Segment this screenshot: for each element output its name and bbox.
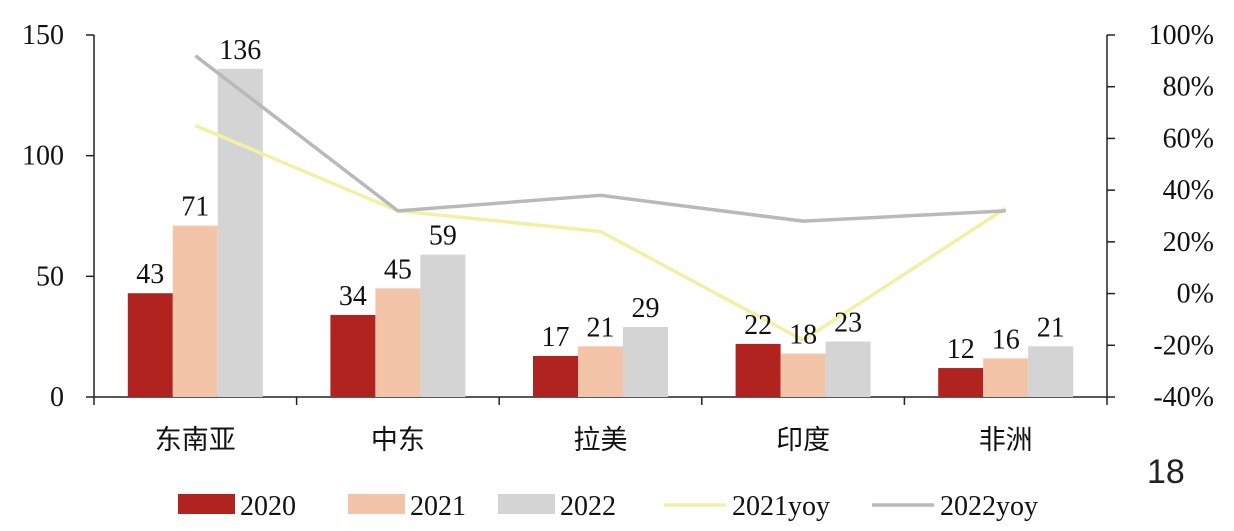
value-labels: 43 71 136 34 45 59 17 21 29 22 18 23 12 16 21 (136, 35, 1064, 365)
legend-swatch-2022 (498, 494, 555, 514)
left-tick-label: 0 (50, 382, 64, 413)
data-label: 18 (789, 320, 817, 351)
legend-swatch-2021 (348, 494, 405, 514)
bar-2022 (1028, 346, 1074, 397)
bar-2022 (420, 254, 466, 397)
line-2022yoy (194, 54, 1006, 223)
category-labels: 东南亚 中东 拉美 印度 非洲 (155, 425, 1033, 456)
right-axis-ticks: -40% -20% 0% 20% 40% 60% 80% 100% (1107, 20, 1214, 413)
plot-area: 0 50 100 150 -40% -20% 0% 20% 40% 60% 80% 100% 43 7… (22, 20, 1214, 456)
data-label: 45 (384, 254, 412, 285)
bars (127, 68, 1074, 397)
right-tick-label: 60% (1163, 123, 1214, 154)
right-tick-label: 20% (1163, 227, 1214, 258)
x-axis-ticks (93, 397, 1108, 405)
legend-label: 2021yoy (732, 491, 830, 522)
data-label: 23 (834, 307, 862, 338)
bar-2021 (172, 225, 218, 397)
data-label: 17 (542, 322, 570, 353)
bar-2020 (127, 293, 173, 397)
bar-2022 (217, 68, 263, 397)
bar-2020 (533, 355, 578, 397)
right-tick-label: -40% (1153, 382, 1214, 413)
data-label: 29 (632, 293, 660, 324)
data-label: 136 (219, 35, 261, 66)
legend-label: 2021 (410, 491, 466, 522)
legend-label: 2022 (560, 491, 616, 522)
legend-label: 2022yoy (940, 491, 1038, 522)
right-tick-label: 100% (1149, 20, 1214, 51)
data-label: 59 (429, 221, 457, 252)
bar-2020 (938, 368, 984, 397)
lines (194, 54, 1007, 342)
category-label: 中东 (371, 425, 425, 456)
data-label: 34 (339, 281, 367, 312)
category-label: 非洲 (979, 425, 1033, 456)
bar-2021 (780, 353, 826, 397)
data-label: 43 (136, 259, 164, 290)
right-tick-label: 0% (1177, 279, 1214, 310)
data-label: 71 (181, 192, 209, 223)
bar-2022 (623, 327, 668, 397)
right-tick-label: 40% (1163, 175, 1214, 206)
data-label: 22 (744, 310, 772, 341)
page-number: 18 (1147, 453, 1185, 491)
bar-2020 (330, 314, 376, 397)
left-tick-label: 150 (22, 20, 64, 51)
bar-2022 (825, 341, 871, 397)
bar-2021 (578, 346, 623, 397)
category-label: 东南亚 (155, 425, 236, 456)
line-2021yoy (194, 123, 1007, 342)
data-label: 16 (992, 324, 1020, 355)
category-label: 拉美 (574, 425, 628, 456)
left-tick-label: 50 (36, 261, 64, 292)
legend: 2020 2021 2022 2021yoy 2022yoy (178, 491, 1038, 522)
data-label: 21 (1037, 312, 1065, 343)
legend-swatch-2020 (178, 494, 235, 514)
left-tick-label: 100 (22, 141, 64, 172)
bar-2021 (375, 288, 421, 397)
bar-2020 (735, 343, 781, 397)
legend-label: 2020 (240, 491, 296, 522)
data-label: 21 (587, 312, 615, 343)
right-tick-label: 80% (1163, 72, 1214, 103)
bar-2021 (983, 358, 1029, 397)
data-label: 12 (947, 334, 975, 365)
right-tick-label: -20% (1153, 330, 1214, 361)
left-axis-ticks: 0 50 100 150 (22, 20, 94, 413)
category-label: 印度 (776, 425, 830, 456)
